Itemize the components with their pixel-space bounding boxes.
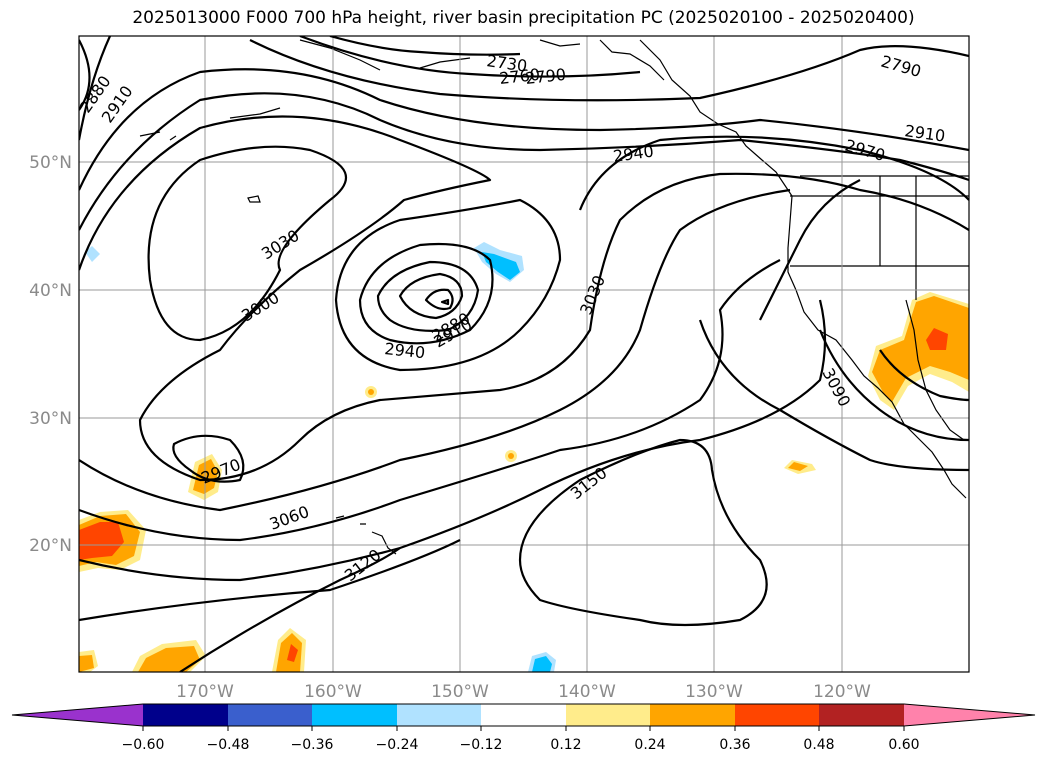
map-border — [78, 35, 970, 673]
lon-label: 140°W — [558, 682, 616, 702]
contour-label: 2970 — [843, 136, 887, 165]
colorbar-tick: −0.60 — [122, 737, 165, 753]
lat-label: 50°N — [29, 153, 72, 173]
colorbar-tick: 0.12 — [550, 737, 581, 753]
colorbar-tick: 0.24 — [634, 737, 665, 753]
colorbar-segment — [650, 704, 735, 726]
map-title: 2025013000 F000 700 hPa height, river ba… — [132, 8, 915, 28]
colorbar-segment — [819, 704, 904, 726]
contour-label: 3030 — [576, 273, 609, 318]
contour-label: 2790 — [524, 65, 566, 88]
contour-label: 3000 — [238, 288, 283, 326]
lat-label: 30°N — [29, 409, 72, 429]
height-contours — [79, 36, 969, 672]
colorbar-segment — [481, 704, 566, 726]
colorbar: −0.60 −0.48 −0.36 −0.24 −0.12 0.12 0.24 … — [11, 703, 1036, 753]
lon-label: 120°W — [813, 682, 871, 702]
lon-label: 160°W — [304, 682, 362, 702]
colorbar-segment — [566, 704, 650, 726]
contour-label: 2760 — [498, 65, 540, 88]
colorbar-extend-right — [904, 704, 1035, 726]
colorbar-segment — [735, 704, 819, 726]
colorbar-segment — [228, 704, 312, 726]
precip-shading — [79, 242, 969, 672]
colorbar-tick: 0.60 — [888, 737, 919, 753]
colorbar-tick: −0.24 — [376, 737, 419, 753]
lat-label: 40°N — [29, 281, 72, 301]
colorbar-segment — [143, 704, 228, 726]
contour-label: 2910 — [903, 121, 946, 145]
map-area: 2880 2910 2730 2760 2790 2790 2940 2910 … — [79, 36, 969, 672]
lon-label: 130°W — [685, 682, 743, 702]
colorbar-tick: 0.48 — [803, 737, 834, 753]
colorbar-segment — [312, 704, 397, 726]
contour-label: 3090 — [818, 365, 854, 410]
colorbar-tick: 0.36 — [719, 737, 750, 753]
lon-label: 150°W — [431, 682, 489, 702]
gridlines — [79, 36, 969, 672]
colorbar-tick: −0.48 — [207, 737, 250, 753]
lat-label: 20°N — [29, 536, 72, 556]
colorbar-extend-left — [12, 704, 143, 726]
lon-label: 170°W — [176, 682, 234, 702]
contour-label: 2940 — [384, 339, 426, 362]
colorbar-tick: −0.36 — [291, 737, 334, 753]
colorbar-segment — [397, 704, 481, 726]
latitude-labels: 50°N 40°N 30°N 20°N — [29, 153, 72, 556]
contour-label: 2790 — [879, 52, 923, 81]
colorbar-tick: −0.12 — [460, 737, 503, 753]
longitude-labels: 170°W 160°W 150°W 140°W 130°W 120°W — [176, 682, 871, 702]
contour-labels: 2880 2910 2730 2760 2790 2790 2940 2910 … — [79, 51, 946, 585]
